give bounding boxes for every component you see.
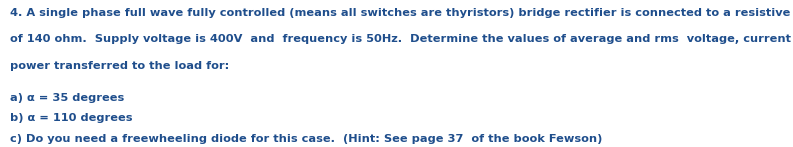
Text: 4. A single phase full wave fully controlled (means all switches are thyristors): 4. A single phase full wave fully contro…	[10, 8, 793, 18]
Text: a) α = 35 degrees: a) α = 35 degrees	[10, 93, 124, 103]
Text: c) Do you need a freewheeling diode for this case.  (Hint: See page 37  of the b: c) Do you need a freewheeling diode for …	[10, 134, 602, 144]
Text: b) α = 110 degrees: b) α = 110 degrees	[10, 113, 132, 123]
Text: power transferred to the load for:: power transferred to the load for:	[10, 61, 228, 71]
Text: of 140 ohm.  Supply voltage is 400V  and  frequency is 50Hz.  Determine the valu: of 140 ohm. Supply voltage is 400V and f…	[10, 34, 793, 44]
